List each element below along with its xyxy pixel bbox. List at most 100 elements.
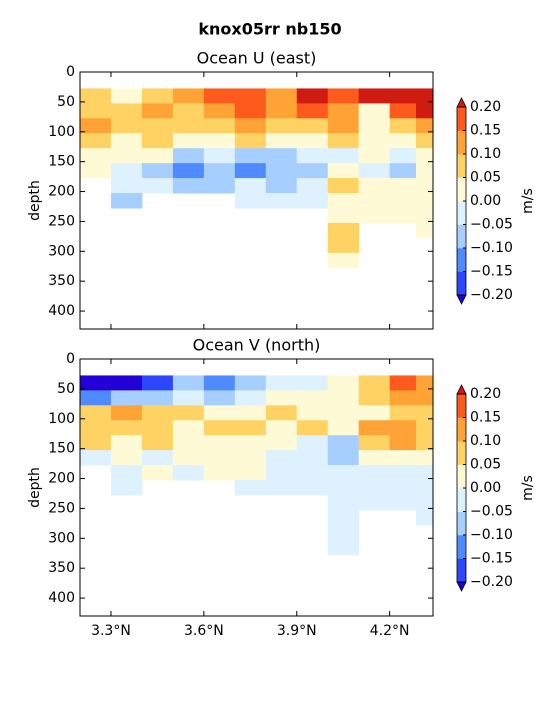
colorbar-label: m/s [520, 475, 536, 501]
y-tick-label: 400 [48, 590, 75, 606]
colorbar-segment [457, 394, 466, 418]
contour-cell [265, 420, 298, 436]
contour-cell [358, 494, 391, 511]
contour-cell [234, 178, 267, 194]
contour-cell [389, 193, 417, 209]
contour-cell [415, 390, 434, 406]
contour-cell [234, 390, 267, 406]
colorbar-tick-label: 0.05 [470, 170, 501, 186]
contour-cell [389, 494, 417, 511]
contour-cell [172, 435, 205, 451]
contour-cell [234, 375, 267, 391]
contour-cell [358, 390, 391, 406]
y-tick-label: 200 [48, 184, 75, 200]
contour-cell [234, 133, 267, 149]
contour-cell [265, 435, 298, 451]
contour-cell [358, 88, 391, 104]
contour-cell [203, 163, 236, 179]
contour-cell [389, 207, 417, 224]
contour-cell [203, 450, 236, 466]
contour-cell [389, 103, 417, 119]
colorbar-extend-high [456, 384, 467, 395]
contour-cell [110, 118, 143, 134]
contour-cell [172, 405, 205, 421]
contour-cell [358, 133, 391, 149]
contour-cell [265, 193, 298, 209]
contour-cell [296, 163, 329, 179]
contour-cell [234, 405, 267, 421]
contour-cell [296, 148, 329, 164]
contour-cell [415, 103, 434, 119]
x-tick-label: 3.3°N [91, 623, 131, 639]
colorbar-segment [457, 464, 466, 489]
contour-cell [203, 405, 236, 421]
contour-cell [296, 420, 329, 436]
contour-cell [203, 420, 236, 436]
contour-cell [80, 450, 112, 466]
contour-cell [327, 539, 360, 556]
contour-cell [265, 148, 298, 164]
contour-cell [358, 405, 391, 421]
contour-cell [110, 178, 143, 194]
colorbar-extend-high [456, 97, 467, 108]
contour-cell [203, 390, 236, 406]
contour-cell [327, 118, 360, 134]
contour-cell [110, 450, 143, 466]
y-tick-label: 100 [48, 124, 75, 140]
contour-cell [110, 103, 143, 119]
contour-cell [110, 465, 143, 481]
contour-cell [265, 103, 298, 119]
contour-cell [415, 178, 434, 194]
contour-cell [327, 450, 360, 466]
contour-cell [80, 88, 112, 104]
colorbar-segment [457, 224, 466, 249]
contour-cell [327, 509, 360, 526]
contour-cell [415, 405, 434, 421]
contour-cell [80, 133, 112, 149]
contour-cell [234, 450, 267, 466]
contour-cell [389, 148, 417, 164]
figure-title: knox05rr nb150 [198, 20, 341, 39]
contour-cell [141, 465, 174, 481]
contour-cell [327, 465, 360, 481]
y-tick-label: 300 [48, 243, 75, 259]
contour-cell [172, 163, 205, 179]
contour-cell [415, 88, 434, 104]
contour-cell [265, 118, 298, 134]
contour-cell [415, 509, 434, 526]
contour-cell [141, 420, 174, 436]
contour-cell [358, 420, 391, 436]
contour-cell [141, 405, 174, 421]
contour-cell [296, 465, 329, 481]
contour-cell [415, 133, 434, 149]
contour-cell [415, 375, 434, 391]
colorbar-tick-label: 0.00 [470, 480, 501, 496]
contour-cell [327, 193, 360, 209]
contour-cell [296, 390, 329, 406]
colorbar-tick-label: −0.20 [470, 574, 513, 590]
contour-cell [203, 178, 236, 194]
contour-cell [389, 480, 417, 496]
contour-cell [327, 237, 360, 254]
contour-cell [141, 163, 174, 179]
contour-cell [110, 88, 143, 104]
contour-cell [327, 405, 360, 421]
contour-cell [358, 178, 391, 194]
contour-cell [141, 133, 174, 149]
contour-cell [234, 118, 267, 134]
contour-cell [358, 465, 391, 481]
contour-cell [203, 133, 236, 149]
y-tick-label: 200 [48, 471, 75, 487]
contour-cell [141, 390, 174, 406]
colorbar-segment [457, 441, 466, 465]
contour-cell [389, 390, 417, 406]
colorbar-segment [457, 417, 466, 442]
colorbar-tick-label: −0.10 [470, 527, 513, 543]
contour-cell [141, 435, 174, 451]
colorbar-tick-label: −0.05 [470, 217, 513, 233]
contour-cell [415, 148, 434, 164]
contour-cell [80, 148, 112, 164]
contour-cell [296, 375, 329, 391]
contour-cell [141, 450, 174, 466]
contour-cell [296, 103, 329, 119]
